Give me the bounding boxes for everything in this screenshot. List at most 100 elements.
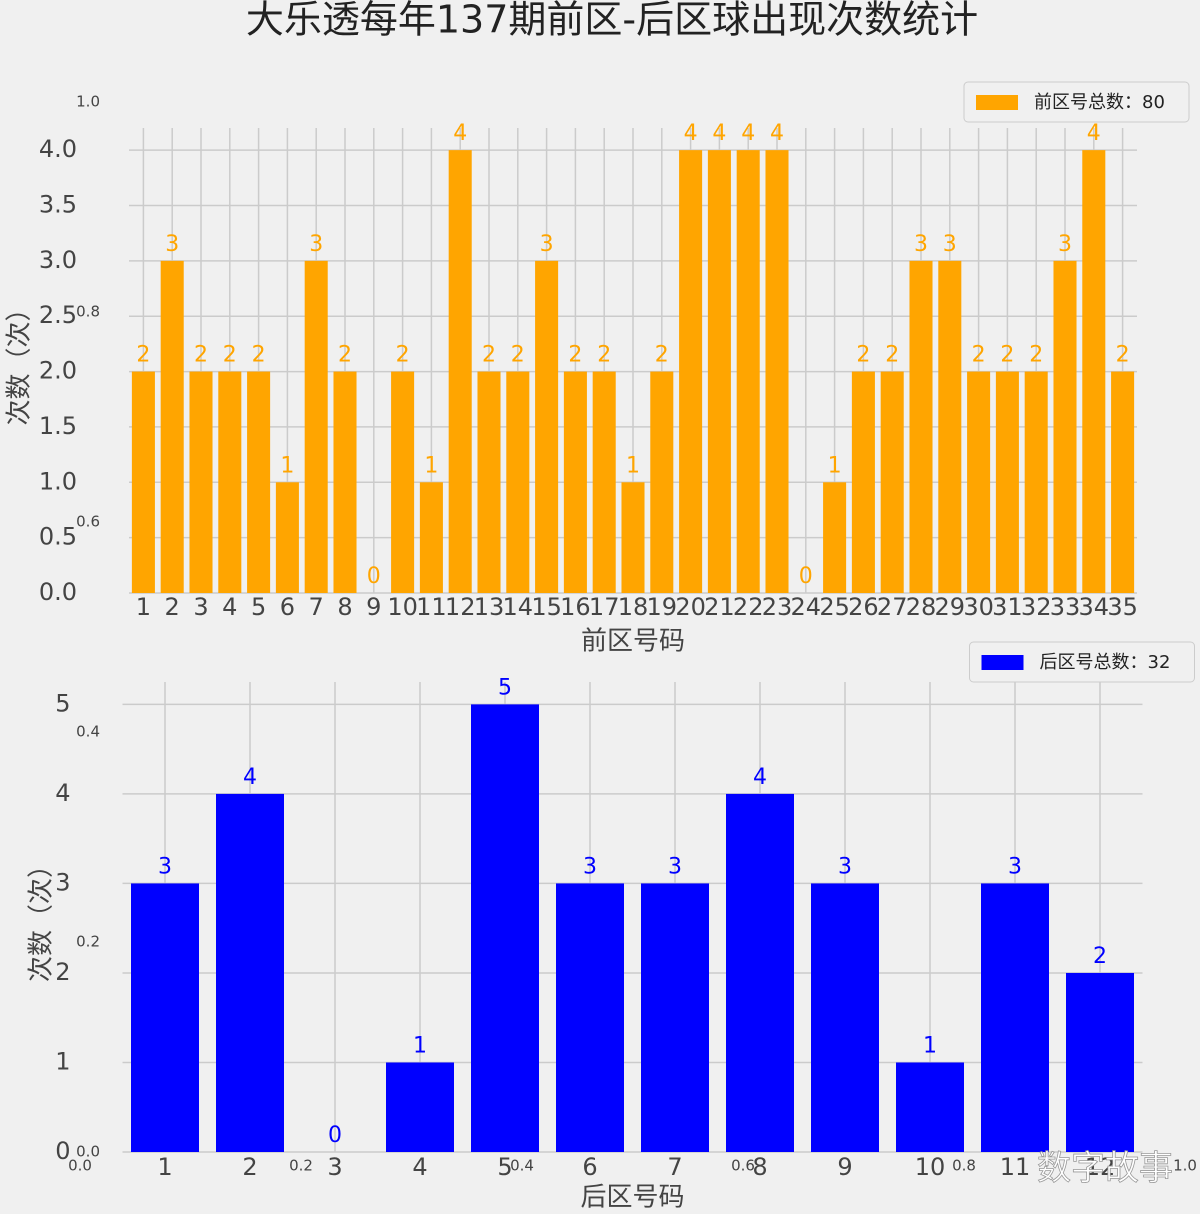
value-label: 2 (1116, 343, 1130, 368)
value-label: 2 (1000, 343, 1014, 368)
bar (1111, 371, 1135, 593)
x-tick-label: 31 (992, 593, 1023, 621)
bar (707, 150, 731, 593)
y-tick-label: 0.0 (39, 578, 77, 606)
bar (592, 371, 616, 593)
y-tick-label: 3.5 (39, 191, 77, 219)
x-tick-label: 10 (387, 593, 418, 621)
y-tick-label: 1.5 (39, 412, 77, 440)
bar (811, 883, 879, 1152)
x-tick-label: 9 (366, 593, 381, 621)
value-label: 4 (753, 765, 767, 790)
value-label: 4 (453, 121, 467, 146)
bar (823, 482, 847, 593)
x-tick-label: 32 (1021, 593, 1052, 621)
bar (880, 371, 904, 593)
y-tick-label: 5 (55, 689, 70, 717)
x-tick-label: 7 (667, 1153, 682, 1181)
bar (131, 371, 155, 593)
x-tick-label: 26 (848, 593, 879, 621)
y-tick-label: 0 (55, 1137, 70, 1165)
y-tick-label: 3.0 (39, 246, 77, 274)
y-tick-label: 4 (55, 779, 70, 807)
x-axis-label: 前区号码 (581, 627, 685, 657)
bar (386, 1062, 454, 1152)
x-tick-label: 5 (497, 1153, 512, 1181)
x-tick-label: 9 (837, 1153, 852, 1181)
overlay-y-tick-label: 0.0 (76, 1143, 100, 1161)
value-label: 3 (540, 232, 554, 257)
value-label: 0 (799, 564, 813, 589)
x-tick-label: 17 (589, 593, 620, 621)
x-tick-label: 8 (752, 1153, 767, 1181)
bar (131, 883, 199, 1152)
x-tick-label: 11 (1000, 1153, 1031, 1181)
bar (471, 704, 539, 1152)
x-tick-label: 33 (1050, 593, 1081, 621)
x-tick-label: 11 (416, 593, 447, 621)
bar (1066, 972, 1134, 1152)
bar (448, 150, 472, 593)
value-label: 1 (280, 453, 294, 478)
value-label: 3 (309, 232, 323, 257)
x-tick-label: 19 (647, 593, 678, 621)
x-tick-label: 30 (963, 593, 994, 621)
value-label: 4 (243, 765, 257, 790)
x-tick-label: 35 (1107, 593, 1138, 621)
bar (981, 883, 1049, 1152)
x-tick-label: 1 (157, 1153, 172, 1181)
overlay-x-tick-label: 0.2 (289, 1157, 313, 1175)
value-label: 0 (367, 564, 381, 589)
bar (189, 371, 213, 593)
value-label: 2 (655, 343, 669, 368)
x-tick-label: 4 (412, 1153, 427, 1181)
overlay-x-tick-label: 0.8 (952, 1157, 976, 1175)
x-tick-label: 1 (136, 593, 151, 621)
value-label: 2 (856, 343, 870, 368)
value-label: 3 (583, 854, 597, 879)
watermark: 数字故事 (1037, 1149, 1173, 1189)
value-label: 2 (511, 343, 525, 368)
value-label: 3 (943, 232, 957, 257)
bar (556, 883, 624, 1152)
x-tick-label: 34 (1079, 593, 1110, 621)
bar (938, 260, 962, 593)
bar (333, 371, 357, 593)
x-tick-label: 6 (280, 593, 295, 621)
x-tick-label: 12 (1085, 1153, 1116, 1181)
bar (160, 260, 184, 593)
legend-box (963, 81, 1190, 123)
value-label: 0 (328, 1123, 342, 1148)
x-tick-label: 2 (242, 1153, 257, 1181)
y-tick-label: 2 (55, 958, 70, 986)
x-tick-label: 5 (251, 593, 266, 621)
value-label: 3 (668, 854, 682, 879)
bar (909, 260, 933, 593)
value-label: 3 (1008, 854, 1022, 879)
y-tick-label: 3 (55, 868, 70, 896)
bar (218, 371, 242, 593)
value-label: 2 (1093, 944, 1107, 969)
x-tick-label: 13 (474, 593, 505, 621)
bar (506, 371, 530, 593)
value-label: 2 (338, 343, 352, 368)
overlay-y-tick-label: 0.2 (76, 933, 100, 951)
overlay-x-tick-label: 1.0 (1173, 1157, 1197, 1175)
value-label: 2 (482, 343, 496, 368)
value-label: 2 (885, 343, 899, 368)
value-label: 3 (838, 854, 852, 879)
x-tick-label: 7 (309, 593, 324, 621)
value-label: 2 (972, 343, 986, 368)
value-label: 4 (712, 121, 726, 146)
x-tick-label: 20 (675, 593, 706, 621)
value-label: 3 (1058, 232, 1072, 257)
bar (304, 260, 328, 593)
value-label: 3 (158, 854, 172, 879)
y-tick-label: 1 (55, 1047, 70, 1075)
bar (967, 371, 991, 593)
x-tick-label: 23 (762, 593, 793, 621)
bar (1082, 150, 1106, 593)
value-label: 4 (684, 121, 698, 146)
value-label: 3 (914, 232, 928, 257)
x-tick-label: 18 (618, 593, 649, 621)
